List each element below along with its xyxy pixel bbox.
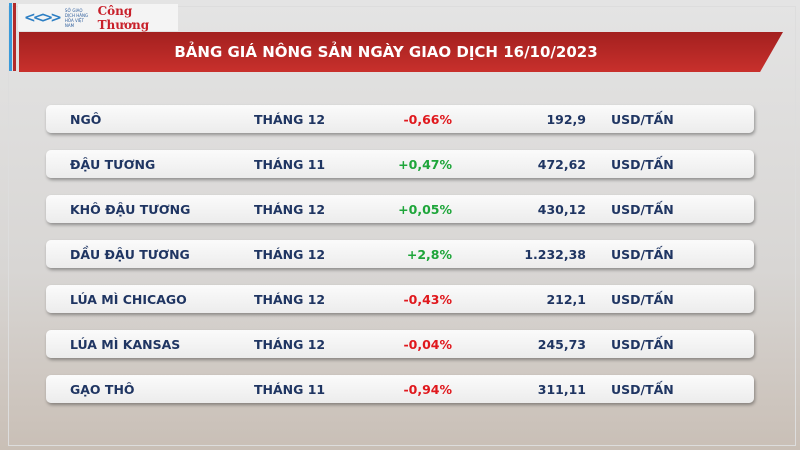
unit: USD/TẤN [611,382,674,397]
contract-month: THÁNG 11 [254,157,326,172]
contract-month: THÁNG 12 [254,337,326,352]
price-change: -0,43% [403,292,452,307]
commodity-name: NGÔ [70,112,102,127]
commodity-name: LÚA MÌ KANSAS [70,337,181,352]
unit: USD/TẤN [611,292,674,307]
unit: USD/TẤN [611,157,674,172]
price: 245,73 [537,337,586,352]
table-row: ĐẬU TƯƠNG THÁNG 11 +0,47% 472,62 USD/TẤN [46,150,754,178]
price: 472,62 [537,157,586,172]
frame [8,6,796,446]
commodity-name: KHÔ ĐẬU TƯƠNG [70,202,191,217]
price-change: +2,8% [406,247,452,262]
accent-bar-red [13,3,16,71]
contract-month: THÁNG 11 [254,382,326,397]
title-banner: BẢNG GIÁ NÔNG SẢN NGÀY GIAO DỊCH 16/10/2… [19,32,783,72]
table-row: GẠO THÔ THÁNG 11 -0,94% 311,11 USD/TẤN [46,375,754,403]
price: 212,1 [546,292,586,307]
price-change: +0,05% [398,202,452,217]
commodity-name: GẠO THÔ [70,382,135,397]
price: 192,9 [546,112,586,127]
unit: USD/TẤN [611,247,674,262]
commodity-name: LÚA MÌ CHICAGO [70,292,187,307]
contract-month: THÁNG 12 [254,292,326,307]
page-title: BẢNG GIÁ NÔNG SẢN NGÀY GIAO DỊCH 16/10/2… [174,43,598,61]
commodity-name: ĐẬU TƯƠNG [70,157,156,172]
logo-org-text: SỞ GIAO DỊCH HÀNG HÓA VIỆT NAM [64,7,89,28]
table-row: LÚA MÌ KANSAS THÁNG 12 -0,04% 245,73 USD… [46,330,754,358]
price-change: -0,66% [403,112,452,127]
contract-month: THÁNG 12 [254,202,326,217]
logo-paper-text: Công Thương [97,3,150,32]
price: 1.232,38 [524,247,586,262]
price: 430,12 [537,202,586,217]
price-change: -0,94% [403,382,452,397]
unit: USD/TẤN [611,112,674,127]
table-row: LÚA MÌ CHICAGO THÁNG 12 -0,43% 212,1 USD… [46,285,754,313]
vnx-logo-icon: <<>> [24,9,62,26]
table-row: DẦU ĐẬU TƯƠNG THÁNG 12 +2,8% 1.232,38 US… [46,240,754,268]
accent-bar-blue [9,3,12,71]
price-change: +0,47% [398,157,452,172]
commodity-name: DẦU ĐẬU TƯƠNG [70,247,190,262]
price-change: -0,04% [403,337,452,352]
table-row: KHÔ ĐẬU TƯƠNG THÁNG 12 +0,05% 430,12 USD… [46,195,754,223]
unit: USD/TẤN [611,202,674,217]
contract-month: THÁNG 12 [254,247,326,262]
logo: <<>> SỞ GIAO DỊCH HÀNG HÓA VIỆT NAM Công… [18,3,178,32]
unit: USD/TẤN [611,337,674,352]
table-row: NGÔ THÁNG 12 -0,66% 192,9 USD/TẤN [46,105,754,133]
price: 311,11 [537,382,586,397]
contract-month: THÁNG 12 [254,112,326,127]
